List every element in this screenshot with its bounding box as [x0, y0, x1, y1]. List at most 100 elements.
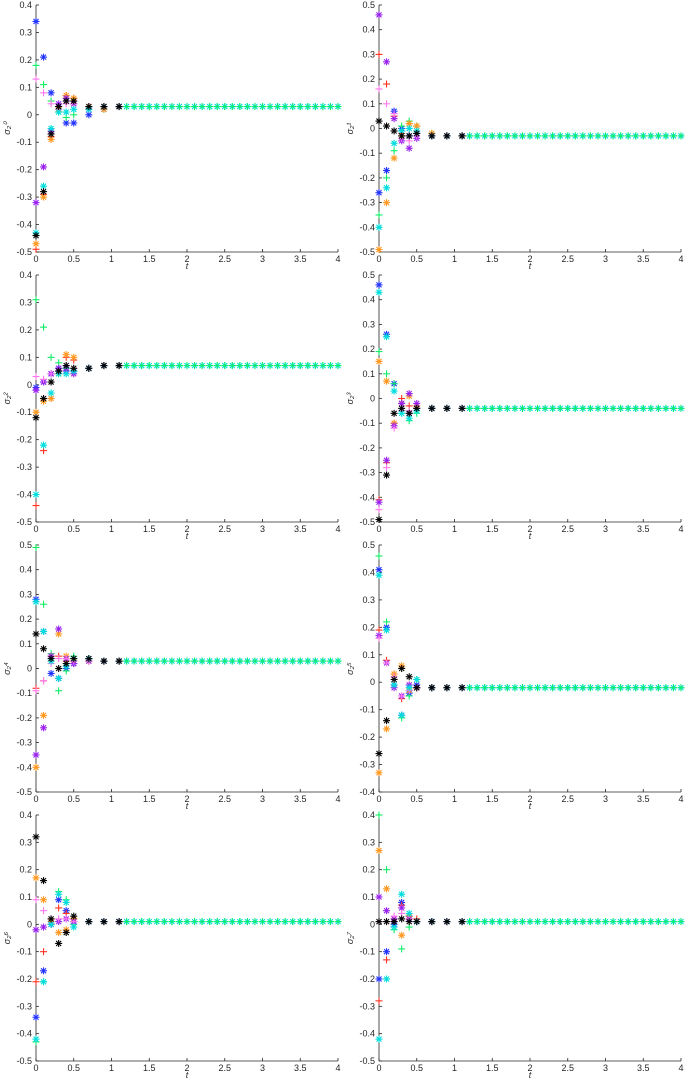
steady-point — [496, 132, 504, 140]
y-tick-label: -0.2 — [16, 713, 32, 723]
data-point — [375, 571, 383, 579]
x-tick-label: 4 — [335, 524, 340, 534]
steady-point — [647, 918, 655, 926]
scatter-plot: -0.5 -0.4 -0.3 -0.2 -0.1 0 0.1 0.2 0.3 0.4 0 0.5 1 1.… — [2, 0, 342, 270]
data-point — [32, 630, 40, 638]
steady-point — [326, 918, 334, 926]
steady-point — [511, 684, 519, 692]
data-point — [55, 939, 63, 947]
y-tick-label: -0.4 — [16, 220, 32, 230]
data-point — [383, 456, 391, 464]
steady-point — [473, 132, 481, 140]
subplot-sigma-2-2: -0.5 -0.4 -0.3 -0.2 -0.1 0 0.1 0.2 0.3 0.4 0 0.5 1 1.… — [0, 270, 342, 540]
scatter-plot: -0.5 -0.4 -0.3 -0.2 -0.1 0 0.1 0.2 0.3 0.4 0 0.5 1 1.… — [345, 810, 685, 1079]
data-points — [32, 296, 123, 510]
x-axis-label: t — [529, 261, 532, 270]
steady-point — [175, 362, 183, 370]
data-point — [40, 600, 48, 608]
x-tick-label: 3.5 — [294, 254, 307, 264]
data-point — [383, 975, 391, 983]
y-tick-label: -0.3 — [359, 760, 375, 770]
x-tick-label: 1.5 — [486, 1063, 499, 1073]
data-point — [115, 362, 123, 370]
data-point — [62, 660, 70, 668]
steady-point — [138, 918, 146, 926]
steady-point — [473, 404, 481, 412]
data-point — [390, 387, 398, 395]
y-axis-label: σ₂⁰ — [2, 121, 12, 135]
steady-point — [198, 103, 206, 111]
data-point — [70, 923, 78, 931]
data-point — [62, 362, 70, 370]
y-tick-label: -0.4 — [359, 222, 375, 232]
data-point — [32, 978, 40, 986]
steady-point — [334, 657, 342, 665]
steady-point — [198, 362, 206, 370]
data-point — [428, 918, 436, 926]
data-point — [375, 634, 383, 642]
data-point — [383, 377, 391, 385]
y-tick-label: 0.5 — [362, 540, 375, 550]
x-axis-label: t — [186, 531, 189, 540]
steady-point — [266, 918, 274, 926]
steady-point — [549, 404, 557, 412]
data-point — [390, 380, 398, 388]
data-point — [383, 122, 391, 130]
subplot-sigma-2-4: -0.5 -0.4 -0.3 -0.2 -0.1 0 0.1 0.2 0.3 0.4 0.5 0 0.5… — [0, 540, 342, 810]
steady-state-points — [466, 132, 685, 140]
y-tick-label: -0.2 — [359, 443, 375, 453]
y-tick-label: 0.2 — [19, 614, 32, 624]
steady-point — [556, 404, 564, 412]
y-tick-label: -0.2 — [359, 173, 375, 183]
y-tick-label: -0.5 — [359, 1056, 375, 1066]
y-tick-label: 0.2 — [362, 865, 375, 875]
steady-point — [311, 362, 319, 370]
steady-point — [304, 657, 312, 665]
data-point — [55, 103, 63, 111]
data-point — [390, 918, 398, 926]
steady-point — [609, 684, 617, 692]
steady-point — [556, 918, 564, 926]
y-tick-label: -0.3 — [16, 738, 32, 748]
x-tick-label: 2.5 — [218, 254, 231, 264]
x-tick-label: 2.5 — [561, 524, 574, 534]
x-tick-label: 3.5 — [637, 524, 650, 534]
y-tick-label: -0.4 — [359, 492, 375, 502]
x-tick-label: 0 — [376, 254, 381, 264]
data-point — [405, 684, 413, 692]
steady-point — [259, 918, 266, 926]
y-tick-label: -0.2 — [359, 732, 375, 742]
steady-point — [138, 362, 146, 370]
data-point — [32, 1013, 40, 1021]
data-point — [375, 552, 383, 560]
steady-point — [213, 657, 221, 665]
data-points — [32, 17, 123, 253]
data-point — [413, 404, 421, 412]
steady-point — [579, 684, 587, 692]
x-tick-label: 0 — [376, 524, 381, 534]
y-tick-label: -0.4 — [359, 1029, 375, 1039]
y-tick-label: 0.2 — [362, 344, 375, 354]
steady-point — [175, 918, 183, 926]
data-point — [55, 904, 63, 912]
steady-point — [289, 362, 297, 370]
x-tick-label: 2.5 — [561, 794, 574, 804]
x-tick-label: 4 — [678, 794, 683, 804]
x-tick-label: 0 — [376, 1063, 381, 1073]
y-tick-label: -0.4 — [16, 1029, 32, 1039]
x-tick-label: 3.5 — [637, 1063, 650, 1073]
steady-point — [183, 103, 191, 111]
x-tick-label: 0 — [33, 254, 38, 264]
steady-point — [289, 657, 297, 665]
data-point — [383, 58, 391, 66]
data-point — [47, 915, 55, 923]
data-point — [383, 956, 391, 964]
x-tick-label: 4 — [678, 254, 683, 264]
steady-point — [654, 684, 662, 692]
data-point — [383, 199, 391, 207]
steady-point — [586, 918, 594, 926]
x-tick-label: 2 — [184, 1063, 189, 1073]
data-point — [390, 675, 398, 683]
x-tick-label: 0.5 — [67, 1063, 80, 1073]
steady-point — [198, 918, 206, 926]
